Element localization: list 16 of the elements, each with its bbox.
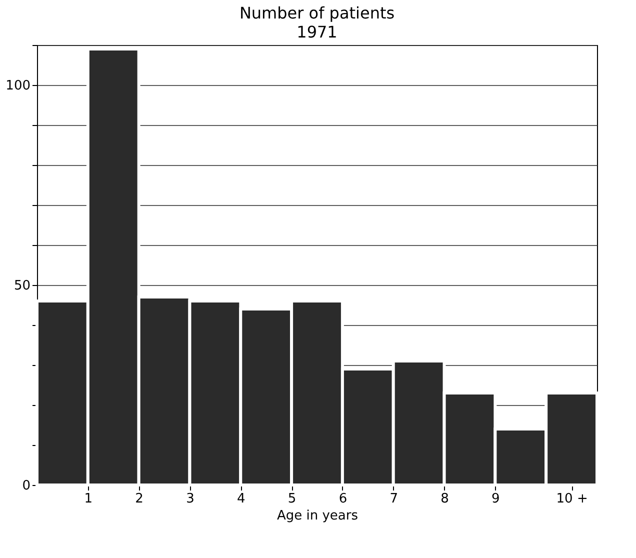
x-tick-label: 6	[338, 492, 348, 506]
x-tick-label: 1	[84, 492, 93, 506]
x-axis-title: Age in years	[276, 508, 358, 524]
x-tick-label: 5	[288, 492, 296, 506]
x-tick-label: 4	[236, 492, 246, 506]
y-tick-label: 0	[22, 478, 30, 494]
x-tick-label: 9	[492, 492, 500, 506]
chart-title: Number of patients	[239, 4, 395, 22]
x-tick-label: 7	[390, 492, 398, 506]
x-tick-label: 2	[135, 492, 144, 506]
x-tick-label: 10 +	[556, 492, 588, 506]
x-tick-label: 3	[186, 492, 194, 506]
y-tick-label: 50	[14, 278, 30, 294]
x-tick-label: 8	[440, 492, 449, 506]
chart-subtitle: 1971	[296, 22, 338, 42]
y-tick-label: 100	[6, 78, 30, 94]
